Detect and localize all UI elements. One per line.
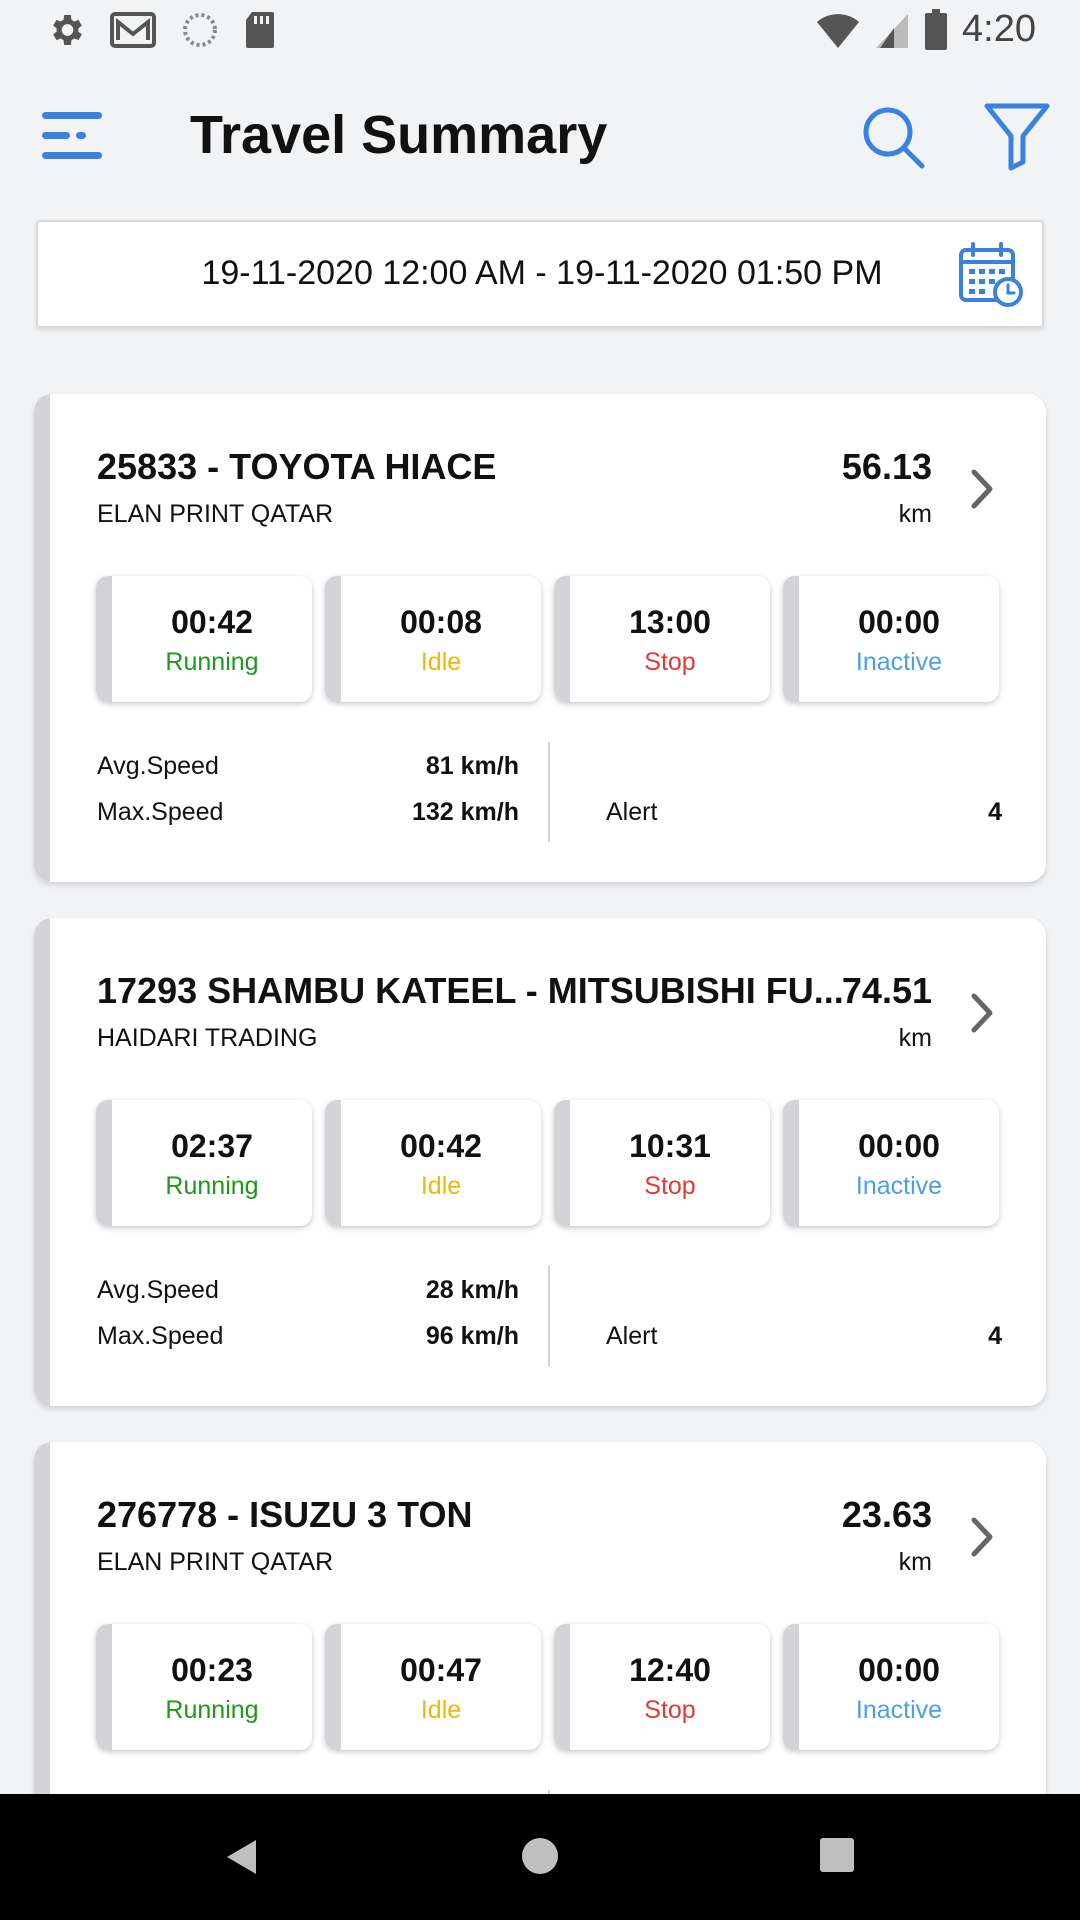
back-icon[interactable] (224, 1838, 258, 1876)
divider (548, 1266, 550, 1366)
search-icon (863, 107, 925, 169)
idle-stat: 00:08 Idle (325, 576, 541, 702)
chevron-right-icon[interactable] (968, 990, 998, 1036)
idle-stat: 00:42 Idle (325, 1100, 541, 1226)
sd-card-icon (246, 12, 274, 48)
stop-time: 13:00 (629, 604, 711, 640)
company-name: ELAN PRINT QATAR (97, 500, 334, 528)
alert-count: 4 (988, 1322, 1002, 1350)
inactive-stat: 00:00 Inactive (783, 576, 999, 702)
idle-label: Idle (420, 1696, 462, 1724)
app-bar: Travel Summary (0, 64, 1080, 214)
inactive-time: 00:00 (858, 1652, 940, 1688)
alert-count: 4 (988, 798, 1002, 826)
alert-label: Alert (606, 1322, 658, 1350)
stop-label: Stop (644, 648, 696, 676)
avg-speed-value: 28 km/h (425, 1276, 519, 1304)
chevron-right-icon[interactable] (968, 466, 998, 512)
wifi-icon (817, 13, 860, 48)
stop-time: 10:31 (629, 1128, 711, 1164)
stop-stat: 13:00 Stop (554, 576, 770, 702)
company-name: ELAN PRINT QATAR (97, 1548, 334, 1576)
inactive-time: 00:00 (858, 604, 940, 640)
running-label: Running (165, 1172, 259, 1200)
running-label: Running (165, 1696, 259, 1724)
vehicle-title: 17293 SHAMBU KATEEL - MITSUBISHI FU... (97, 970, 844, 1011)
filter-button[interactable] (982, 100, 1052, 172)
status-bar: 4:20 (0, 0, 1080, 64)
inactive-label: Inactive (855, 1696, 943, 1724)
running-time: 02:37 (171, 1128, 253, 1164)
filter-icon (984, 103, 1050, 171)
distance-unit: km (898, 1024, 932, 1052)
calendar-clock-icon (959, 242, 1023, 307)
avg-speed-label: Avg.Speed (97, 1276, 219, 1304)
running-time: 00:42 (171, 604, 253, 640)
navigation-bar (0, 1794, 1080, 1920)
distance-unit: km (898, 1548, 932, 1576)
signal-icon (876, 13, 909, 48)
max-speed-label: Max.Speed (97, 798, 224, 826)
vehicle-title: 276778 - ISUZU 3 TON (97, 1494, 473, 1535)
distance-value: 23.63 (841, 1494, 932, 1535)
stop-time: 12:40 (629, 1652, 711, 1688)
distance-value: 56.13 (841, 446, 932, 487)
max-speed-label: Max.Speed (97, 1322, 224, 1350)
calendar-button[interactable] (958, 242, 1024, 308)
inactive-label: Inactive (855, 648, 943, 676)
settings-icon (53, 15, 82, 45)
chevron-right-icon[interactable] (968, 1514, 998, 1560)
idle-stat: 00:47 Idle (325, 1624, 541, 1750)
menu-button[interactable] (40, 106, 106, 166)
divider (548, 742, 550, 842)
battery-icon (925, 8, 948, 50)
avg-speed-label: Avg.Speed (97, 752, 219, 780)
inactive-label: Inactive (855, 1172, 943, 1200)
stop-label: Stop (644, 1172, 696, 1200)
vehicle-card[interactable]: 25833 - TOYOTA HIACE ELAN PRINT QATAR 56… (34, 394, 1046, 882)
company-name: HAIDARI TRADING (97, 1024, 318, 1052)
max-speed-value: 96 km/h (425, 1322, 519, 1350)
running-stat: 00:23 Running (96, 1624, 312, 1750)
page-title: Travel Summary (190, 105, 608, 165)
distance-value: 74.51 (841, 970, 932, 1011)
clock: 4:20 (962, 8, 1036, 50)
alert-label: Alert (606, 798, 658, 826)
search-button[interactable] (858, 102, 928, 172)
idle-label: Idle (420, 1172, 462, 1200)
notification-icons (46, 10, 276, 50)
stop-stat: 10:31 Stop (554, 1100, 770, 1226)
running-label: Running (165, 648, 259, 676)
inactive-stat: 00:00 Inactive (783, 1100, 999, 1226)
avg-speed-value: 81 km/h (425, 752, 519, 780)
menu-icon (42, 112, 102, 159)
idle-label: Idle (420, 648, 462, 676)
stop-stat: 12:40 Stop (554, 1624, 770, 1750)
date-range-field[interactable]: 19-11-2020 12:00 AM - 19-11-2020 01:50 P… (36, 220, 1044, 328)
running-stat: 02:37 Running (96, 1100, 312, 1226)
idle-time: 00:42 (400, 1128, 482, 1164)
inactive-stat: 00:00 Inactive (783, 1624, 999, 1750)
recents-icon[interactable] (820, 1838, 854, 1872)
home-icon[interactable] (522, 1838, 558, 1874)
idle-time: 00:08 (400, 604, 482, 640)
inactive-time: 00:00 (858, 1128, 940, 1164)
gmail-icon (110, 12, 156, 48)
idle-time: 00:47 (400, 1652, 482, 1688)
distance-unit: km (898, 500, 932, 528)
system-icons: 4:20 (816, 8, 1036, 51)
sync-icon (183, 13, 217, 47)
stop-label: Stop (644, 1696, 696, 1724)
date-range-text: 19-11-2020 12:00 AM - 19-11-2020 01:50 P… (201, 254, 883, 292)
vehicle-title: 25833 - TOYOTA HIACE (97, 446, 497, 487)
running-time: 00:23 (171, 1652, 253, 1688)
max-speed-value: 132 km/h (411, 798, 519, 826)
vehicle-card[interactable]: 17293 SHAMBU KATEEL - MITSUBISHI FU... H… (34, 918, 1046, 1406)
running-stat: 00:42 Running (96, 576, 312, 702)
